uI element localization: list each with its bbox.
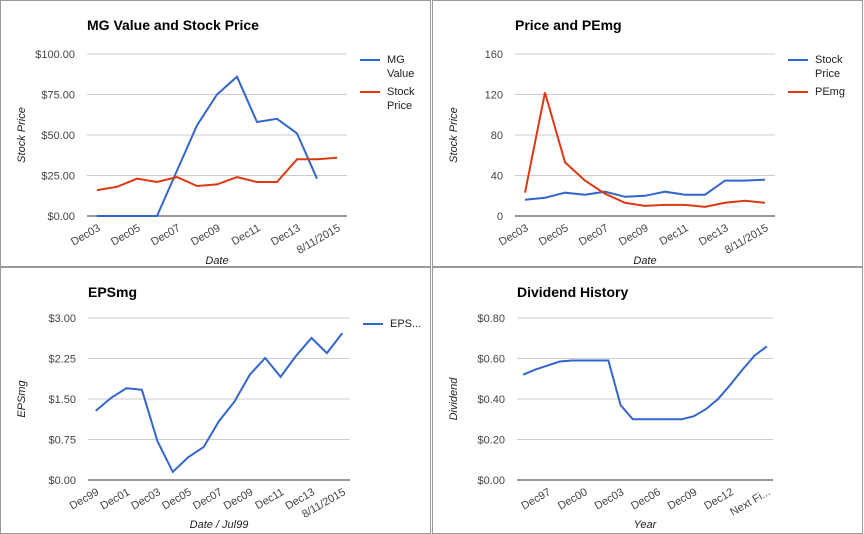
legend-label: Stock Price — [387, 86, 415, 112]
x-tick-label: Dec05 — [537, 222, 571, 248]
chart-title: EPSmg — [88, 284, 137, 300]
x-axis-title: Date / Jul99 — [190, 519, 249, 531]
y-tick-label: $100.00 — [35, 49, 75, 61]
x-tick-label: Dec97 — [519, 486, 553, 512]
x-tick-label: Dec07 — [577, 222, 611, 248]
legend-label: EPS... — [390, 318, 422, 330]
y-tick-label: $3.00 — [48, 313, 76, 325]
x-tick-label: Next Fi... — [728, 486, 772, 518]
y-tick-label: 80 — [491, 130, 503, 142]
y-tick-label: 160 — [485, 49, 503, 61]
x-tick-label: Dec00 — [556, 486, 590, 512]
x-tick-label: Dec99 — [68, 486, 102, 512]
legend-label: Stock Price — [815, 54, 843, 80]
x-tick-label: Dec09 — [617, 222, 651, 248]
y-tick-label: $0.75 — [48, 435, 76, 447]
series-line — [524, 92, 766, 208]
x-tick-label: Dec09 — [189, 222, 223, 248]
y-axis-title: Stock Price — [16, 107, 28, 163]
x-tick-label: Dec05 — [160, 486, 194, 512]
y-tick-label: 0 — [497, 211, 503, 223]
y-tick-label: $0.40 — [477, 394, 505, 406]
x-tick-label: Dec03 — [497, 222, 531, 248]
x-tick-label: 8/11/2015 — [723, 222, 771, 256]
y-axis-title: EPSmg — [16, 379, 28, 417]
x-tick-label: 8/11/2015 — [295, 222, 343, 256]
series-line — [524, 178, 766, 201]
series-line — [95, 332, 344, 474]
y-tick-label: $0.20 — [477, 435, 505, 447]
x-tick-label: Dec11 — [253, 486, 286, 512]
y-tick-label: 120 — [485, 90, 503, 102]
x-axis-title: Date — [633, 255, 656, 267]
y-tick-label: $50.00 — [41, 130, 75, 142]
x-tick-label: Dec07 — [191, 486, 225, 512]
chart-title: MG Value and Stock Price — [87, 17, 259, 33]
x-tick-label: Dec09 — [666, 486, 700, 512]
x-tick-label: Dec03 — [593, 486, 627, 512]
y-tick-label: $25.00 — [41, 171, 75, 183]
series-line — [96, 156, 338, 192]
x-tick-label: Dec03 — [69, 222, 103, 248]
y-tick-label: 40 — [491, 171, 503, 183]
y-tick-label: $0.00 — [47, 211, 75, 223]
x-tick-label: Dec03 — [129, 486, 163, 512]
y-tick-label: $0.00 — [48, 475, 76, 487]
x-tick-label: Dec05 — [109, 222, 143, 248]
y-tick-label: $75.00 — [41, 90, 75, 102]
y-tick-label: $0.00 — [477, 475, 505, 487]
panel — [432, 0, 863, 267]
x-tick-label: Dec06 — [629, 486, 663, 512]
chart-title: Dividend History — [517, 284, 628, 300]
chart-title: Price and PEmg — [515, 17, 622, 33]
y-tick-label: $0.80 — [477, 313, 505, 325]
x-axis-title: Year — [634, 519, 658, 531]
x-tick-label: Dec09 — [222, 486, 256, 512]
panel — [0, 0, 431, 267]
y-tick-label: $1.50 — [48, 394, 76, 406]
x-tick-label: Dec11 — [230, 222, 263, 248]
legend-label: PEmg — [815, 86, 845, 98]
y-axis-title: Dividend — [448, 377, 460, 421]
x-axis-title: Date — [205, 255, 228, 267]
y-axis-title: Stock Price — [448, 107, 460, 163]
y-tick-label: $0.60 — [477, 354, 505, 366]
y-tick-label: $2.25 — [48, 354, 76, 366]
legend-label: MG Value — [387, 54, 415, 80]
series-line — [97, 75, 318, 217]
series-line — [522, 345, 768, 421]
x-tick-label: Dec07 — [149, 222, 183, 248]
x-tick-label: Dec11 — [658, 222, 691, 248]
x-tick-label: Dec01 — [98, 486, 132, 512]
